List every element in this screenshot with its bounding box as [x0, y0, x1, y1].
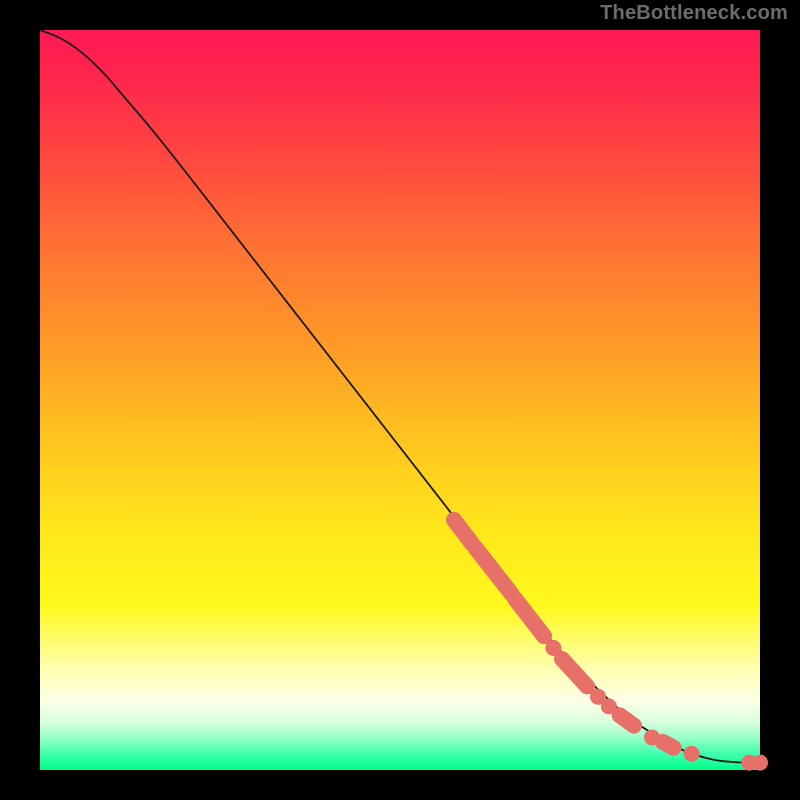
marker-dot [684, 746, 700, 762]
watermark-text: TheBottleneck.com [600, 2, 788, 25]
marker-dot [752, 755, 768, 771]
chart-svg [0, 0, 800, 800]
marker-capsule [620, 715, 634, 725]
chart-stage: TheBottleneck.com [0, 0, 800, 800]
plot-area [40, 30, 760, 770]
marker-capsule [663, 742, 674, 748]
